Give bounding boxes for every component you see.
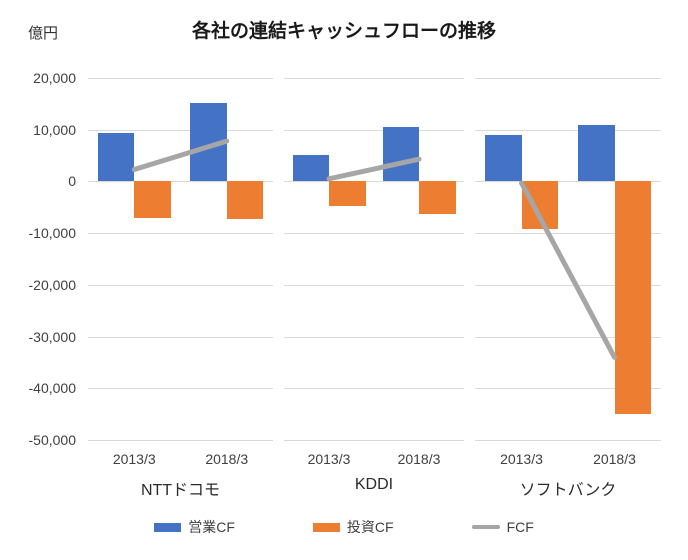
- bar-operating-cf: [292, 154, 329, 182]
- bar-operating-cf: [97, 133, 135, 182]
- y-axis-tick-label: -40,000: [28, 380, 76, 397]
- bar-investing-cf: [419, 181, 456, 214]
- y-axis-tick-label: 10,000: [33, 121, 76, 138]
- gridline: [88, 440, 273, 441]
- x-axis-tick-label: 2018/3: [397, 451, 441, 467]
- gridline: [284, 233, 464, 234]
- x-axis-tick-label: 2018/3: [593, 451, 636, 467]
- gridline: [475, 130, 661, 131]
- y-axis-tick-label: -10,000: [28, 225, 76, 242]
- bar-investing-cf: [614, 181, 651, 414]
- x-axis-tick-label: 2013/3: [500, 451, 543, 467]
- bar-investing-cf: [226, 181, 264, 220]
- bar-investing-cf: [521, 181, 558, 229]
- x-axis-tick-label: 2013/3: [112, 451, 156, 467]
- legend: 営業CF 投資CF FCF: [0, 517, 688, 537]
- chart-title: 各社の連結キャッシュフローの推移: [191, 21, 496, 42]
- legend-swatch-fcf: [471, 525, 500, 529]
- gridline: [284, 78, 464, 79]
- gridline: [475, 440, 661, 441]
- gridline: [284, 388, 464, 389]
- company-label: NTTドコモ: [140, 482, 221, 499]
- gridline: [88, 130, 273, 131]
- gridline: [88, 337, 273, 338]
- company-label: ソフトバンク: [519, 482, 617, 499]
- y-axis-tick-label: 0: [68, 173, 76, 190]
- gridline: [284, 337, 464, 338]
- company-label: KDDI: [354, 476, 394, 493]
- bar-operating-cf: [190, 103, 227, 182]
- y-axis-tick-label: -20,000: [28, 276, 76, 293]
- x-axis-tick-label: 2013/3: [307, 451, 351, 467]
- gridline: [88, 388, 273, 389]
- legend-label: FCF: [506, 519, 534, 535]
- gridline: [88, 233, 273, 234]
- legend-item-operating-cf: 営業CF: [154, 517, 235, 537]
- gridline: [284, 440, 464, 441]
- gridline: [284, 181, 464, 182]
- legend-swatch-operating-cf: [154, 522, 182, 532]
- bar-operating-cf: [485, 135, 522, 182]
- gridline: [475, 78, 661, 79]
- x-axis-tick-label: 2018/3: [205, 451, 249, 467]
- bar-operating-cf: [578, 125, 615, 182]
- legend-label: 投資CF: [346, 519, 394, 535]
- y-axis-tick-label: 20,000: [33, 70, 76, 86]
- y-axis-unit-label: 億円: [28, 25, 59, 42]
- legend-item-fcf: FCF: [471, 519, 534, 535]
- y-axis-tick-label: -30,000: [28, 328, 76, 345]
- bar-investing-cf: [329, 181, 366, 206]
- gridline: [88, 78, 273, 79]
- gridline: [284, 285, 464, 286]
- gridline: [284, 130, 464, 131]
- bar-operating-cf: [382, 126, 419, 182]
- legend-swatch-investing-cf: [312, 522, 340, 532]
- gridline: [88, 181, 273, 182]
- gridline: [475, 388, 661, 389]
- legend-label: 営業CF: [188, 519, 235, 535]
- y-axis-tick-label: -50,000: [28, 432, 76, 448]
- legend-item-investing-cf: 投資CF: [312, 517, 394, 537]
- gridline: [88, 285, 273, 286]
- bar-investing-cf: [134, 181, 171, 218]
